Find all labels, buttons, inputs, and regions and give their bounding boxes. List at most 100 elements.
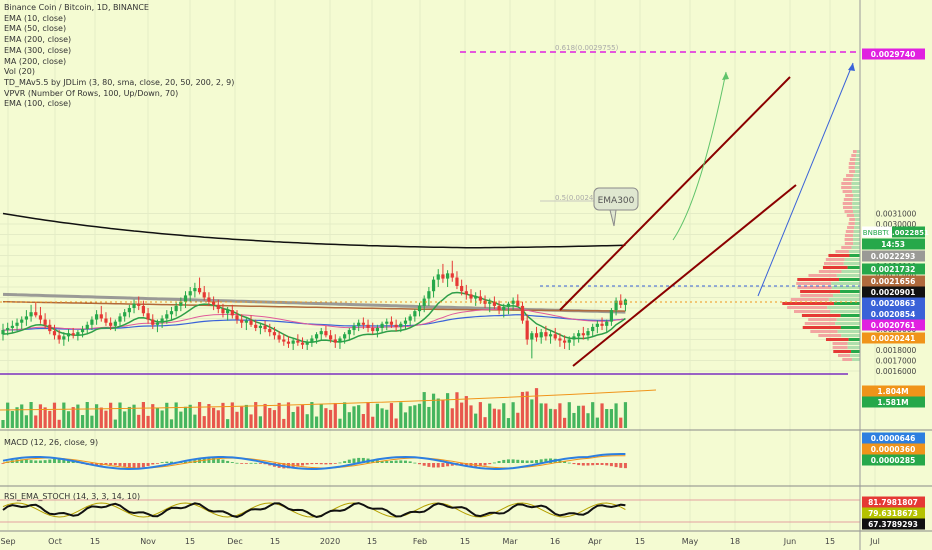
- candle-body: [361, 322, 365, 325]
- candle-body: [436, 274, 440, 280]
- volume-bar: [221, 402, 225, 428]
- legend-item: EMA (10, close): [4, 13, 67, 23]
- macd-histogram-bar: [520, 460, 524, 463]
- last-price-bg: [892, 226, 925, 238]
- legend-item: EMA (50, close): [4, 24, 67, 34]
- volume-bar: [249, 414, 253, 428]
- price-badge: 0.0020761: [871, 321, 916, 330]
- macd-histogram-bar: [502, 459, 506, 463]
- ema300-callout-pointer: [609, 209, 617, 227]
- volume-bar: [127, 406, 131, 428]
- macd-histogram-bar: [586, 463, 590, 466]
- candle-body: [207, 297, 211, 302]
- volume-bar: [417, 403, 422, 428]
- volume-bar: [57, 419, 61, 428]
- macd-histogram-bar: [212, 457, 216, 463]
- vpvr-bar-up: [852, 190, 860, 193]
- volume-bar: [403, 412, 408, 428]
- vpvr-bar-down: [808, 318, 837, 321]
- volume-bar: [183, 406, 188, 428]
- rsi-pane: [0, 499, 860, 523]
- candle-body: [6, 327, 10, 331]
- macd-histogram-bar: [118, 463, 122, 466]
- macd-histogram-bar: [62, 458, 66, 463]
- symbol-tag-bg: [862, 226, 892, 238]
- macd-histogram-bar: [389, 460, 393, 463]
- volume-bar: [525, 391, 529, 428]
- candle-body: [123, 312, 127, 317]
- macd-histogram-bar: [29, 460, 33, 463]
- fib-05-label: 0.5(0.0024...: [555, 194, 600, 202]
- candle-body: [492, 301, 496, 306]
- candle-body: [141, 305, 145, 314]
- vpvr-bar-down: [843, 198, 853, 201]
- x-tick-label: Apr: [588, 537, 603, 546]
- vpvr-bar-down: [845, 230, 854, 233]
- candle-body: [99, 314, 103, 319]
- volume-bar: [132, 404, 136, 428]
- volume-bar: [10, 411, 14, 428]
- volume-bar: [455, 392, 459, 428]
- candle-body: [197, 288, 202, 293]
- candle-body: [80, 329, 85, 333]
- x-tick-label: 15: [635, 537, 645, 546]
- price-badge: 14:53: [881, 240, 905, 249]
- candle-body: [614, 300, 618, 311]
- macd-histogram-bar: [525, 460, 529, 463]
- macd-histogram-bar: [67, 459, 71, 463]
- candle-body: [413, 311, 417, 317]
- macd-histogram-bar: [43, 460, 47, 463]
- channel-upper: [559, 76, 791, 311]
- x-tick-label: Sep: [0, 537, 15, 546]
- macd-histogram-bar: [432, 463, 436, 468]
- candle-body: [62, 336, 66, 340]
- price-badge: 0.0021656: [871, 277, 916, 286]
- volume-bar: [310, 402, 314, 428]
- candle-body: [85, 324, 89, 329]
- candle-body: [544, 332, 548, 337]
- candle-body: [366, 324, 370, 328]
- volume-bar: [441, 399, 445, 428]
- vpvr-bar-up: [853, 234, 860, 237]
- volume-bar: [394, 418, 398, 428]
- macd-histogram-bar: [184, 461, 188, 463]
- legend-item: MA (200, close): [4, 56, 67, 66]
- macd-badge-bg: [862, 454, 925, 466]
- macd-histogram-bar: [418, 463, 422, 465]
- legend-item: TD_MAv5.5 by JDLim (3, 80, sma, close, 2…: [4, 77, 235, 87]
- volume-bar: [286, 402, 291, 428]
- candle-body: [357, 322, 361, 326]
- candle-body: [193, 288, 197, 292]
- y-tick-label: 0.0018000: [876, 346, 917, 355]
- candle-body: [90, 319, 94, 325]
- vpvr-bar-down: [841, 246, 852, 249]
- candle-body: [305, 341, 309, 345]
- x-tick-label: 15: [367, 537, 377, 546]
- candle-body: [235, 315, 239, 320]
- candle-body: [516, 300, 520, 306]
- macd-histogram-bar: [385, 461, 389, 463]
- macd-legend: MACD (12, 26, close, 9): [4, 438, 99, 447]
- volume-bar: [563, 417, 567, 428]
- candle-body: [179, 301, 183, 306]
- candle-body: [399, 323, 403, 327]
- volume-bar: [544, 403, 548, 428]
- macd-histogram-bar: [408, 461, 412, 463]
- ema200-line: [2, 212, 626, 249]
- vpvr-bar-up: [856, 154, 860, 157]
- vpvr-bar-up: [854, 166, 860, 169]
- macd-histogram-bar: [319, 463, 323, 465]
- volume-bar: [165, 402, 169, 428]
- macd-histogram-bar: [544, 458, 548, 463]
- candle-body: [319, 331, 323, 335]
- x-tick-label: Nov: [140, 537, 156, 546]
- macd-histogram-bar: [329, 463, 333, 465]
- volume-bar: [553, 409, 557, 428]
- candle-body: [324, 331, 328, 336]
- volume-bar: [118, 402, 122, 428]
- vpvr-bar-down: [832, 342, 848, 345]
- vpvr-bar-down: [849, 218, 856, 221]
- volume-bar: [605, 409, 609, 428]
- vpvr-bar-up: [847, 342, 860, 345]
- vpvr-bar-down: [847, 226, 855, 229]
